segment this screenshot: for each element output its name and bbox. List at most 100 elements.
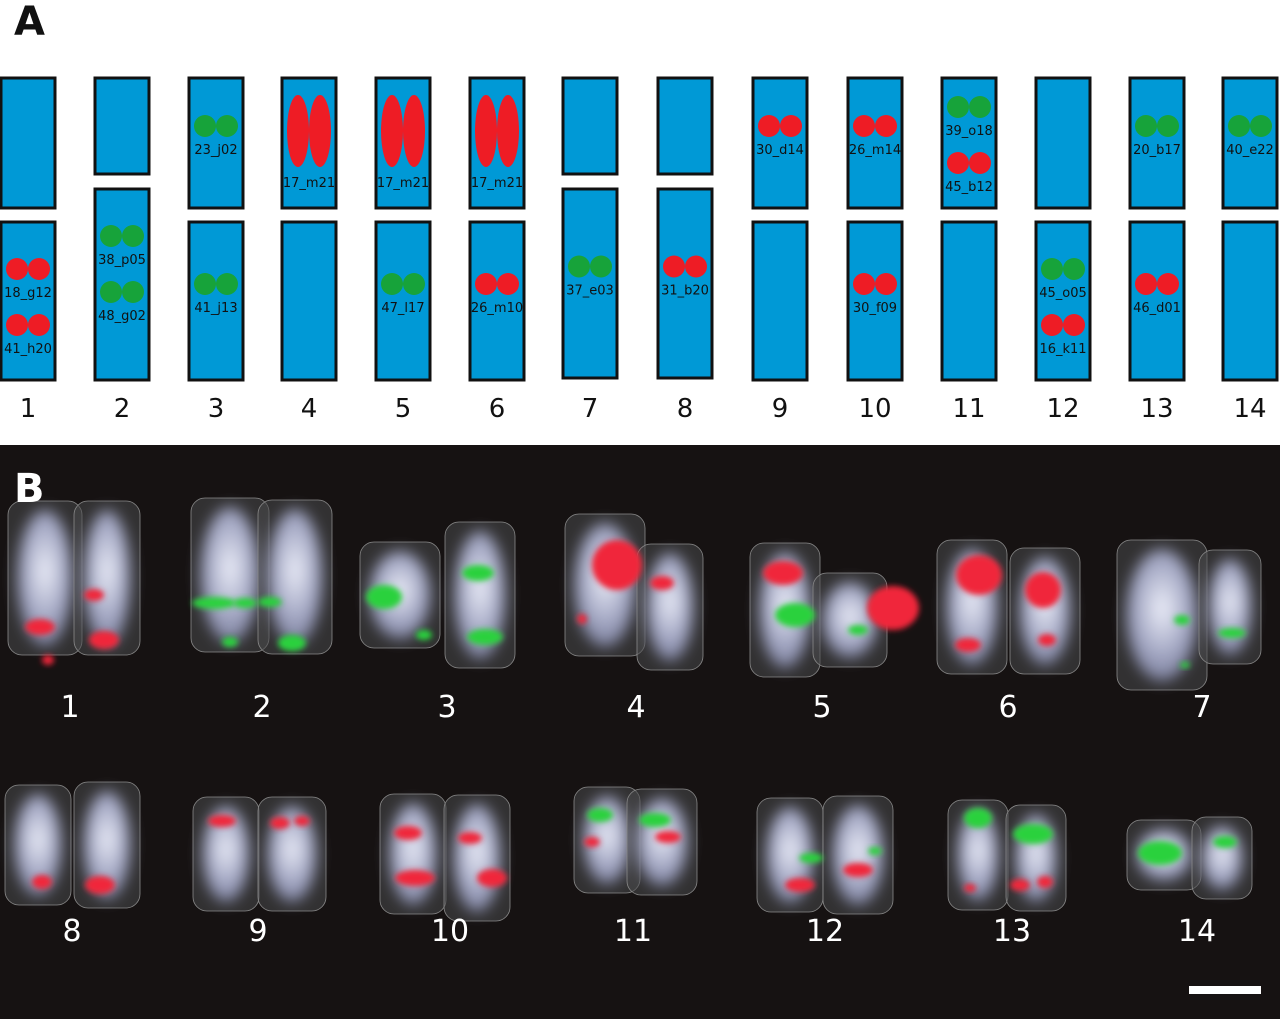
probe-label: 38_p05 [98,253,146,268]
chromosome-arm-top [751,76,809,210]
fish-signal-red [395,870,435,886]
chromosome-arm-bottom [1128,220,1186,382]
chromosome-number: 1 [60,690,79,725]
fish-signal-green [775,603,815,627]
chromosome-number: 11 [614,914,652,949]
chromosome-pair-image: 14 [1126,816,1253,949]
chromosome-number: 10 [858,394,891,424]
probe-signal-dot [6,258,28,280]
probe-label: 40_e22 [1226,143,1274,158]
chromosome-arm-top [561,76,619,176]
chromosome-dapi [17,510,73,646]
chromosome-number: 14 [1178,914,1216,949]
probe-label: 45_o05 [1039,286,1087,301]
fish-signal-red [1037,876,1053,888]
probe-signal-oval [381,95,403,167]
chromosome-number: 5 [812,690,831,725]
chromosome-arm-top [846,76,904,210]
probe-label: 30_d14 [756,143,804,158]
fish-signal-green [258,597,282,607]
chromosome-pair-image: 6 [936,539,1081,725]
chromosome-number: 12 [806,914,844,949]
probe-signal-dot [758,115,780,137]
probe-label: 16_k11 [1039,342,1086,357]
chromosome-arm-top [1128,76,1186,210]
chromosome-ideogram: 26_m14 30_f09 10 [846,76,904,424]
probe-signal-dot [685,255,707,278]
chromosome-dapi [1126,549,1198,681]
chromosome-ideogram: 17_m21 4 [280,76,338,424]
probe-label: 18_g12 [4,286,52,301]
probe-signal-oval [403,95,425,167]
probe-signal-dot [122,225,144,247]
probe-label: 23_j02 [194,143,237,158]
chromosome-arm-top [1034,76,1092,210]
chromosome-number: 6 [489,394,506,424]
chromosome-pair-image: 9 [192,796,327,949]
chromosome-ideogram: 18_g12 41_h20 1 [0,76,57,424]
chromosome-dapi [957,809,999,901]
probe-signal-dot [403,273,425,295]
chromosome-number: 13 [1140,394,1173,424]
chromosome-pair-image: 5 [749,542,919,725]
probe-signal-dot [1157,273,1179,295]
fish-signal-red [477,869,507,887]
chromosome-number: 11 [952,394,985,424]
probe-label: 48_g02 [98,309,146,324]
chromosome-pair-image: 10 [379,793,511,949]
fish-signal-green [1218,628,1246,638]
ideogram-svg: 18_g1241_h20138_p0548_g02223_j0241_j1331… [0,76,1279,424]
chromosome-arm-bottom [846,220,904,382]
probe-signal-dot [853,115,875,137]
chromosome-dapi [83,510,131,646]
probe-label: 26_m14 [849,143,901,158]
probe-signal-dot [568,255,590,278]
chromosome-ideogram: 20_b17 46_d01 13 [1128,76,1186,424]
chromosome-number: 13 [993,914,1031,949]
chromosome-number: 4 [301,394,318,424]
chromosome-number: 12 [1046,394,1079,424]
chromosome-pair-image: 11 [573,786,698,949]
fish-signal-red [42,655,54,665]
chromosome-dapi [822,582,878,658]
chromosome-ideogram: 23_j02 41_j13 3 [187,76,245,424]
chromosome-arm-top [93,76,151,176]
probe-signal-oval [497,95,519,167]
probe-label: 46_d01 [1133,301,1181,316]
panel-a-ideogram: A 18_g12 41_h20 1 38_p05 48_g02 2 23_j02 41_j13… [0,0,1280,445]
chromosome-pair-image: 13 [947,799,1067,949]
chromosome-ideogram: 40_e22 14 [1221,76,1279,424]
chromosome-ideogram: 30_d14 9 [751,76,809,424]
probe-label: 37_e03 [566,284,614,299]
chromosome-arm-bottom [656,187,714,380]
probe-label: 31_b20 [661,284,709,299]
probe-signal-dot [194,115,216,137]
chromosome-number: 7 [1192,690,1211,725]
chromosome-ideogram: 45_o05 16_k11 12 [1034,76,1092,424]
fish-signal-red [843,863,873,877]
probe-signal-dot [1041,258,1063,280]
probe-label: 26_m10 [471,301,523,316]
panel-b-letter: B [14,466,45,512]
chromosome-dapi [267,806,317,902]
chromosome-arm-top [0,76,57,210]
fish-signal-green [799,853,823,863]
fish-signal-red [592,540,642,590]
probe-signal-dot [947,152,969,174]
probe-signal-dot [216,273,238,295]
fish-signal-red [84,589,104,601]
probe-signal-dot [1063,314,1085,336]
probe-signal-dot [28,258,50,280]
chromosome-number: 6 [998,690,1017,725]
chromosome-ideogram: 17_m21 47_l17 5 [374,76,432,424]
fish-signal-red [867,586,919,630]
chromosome-number: 9 [772,394,789,424]
chromosome-pair-image: 12 [756,795,894,949]
fish-signal-green [278,635,306,651]
probe-label: 17_m21 [283,176,335,191]
chromosome-number: 14 [1233,394,1266,424]
chromosome-dapi [832,805,884,905]
fish-signal-green [467,629,503,645]
probe-signal-dot [381,273,403,295]
chromosome-pair-image: 2 [190,497,333,725]
